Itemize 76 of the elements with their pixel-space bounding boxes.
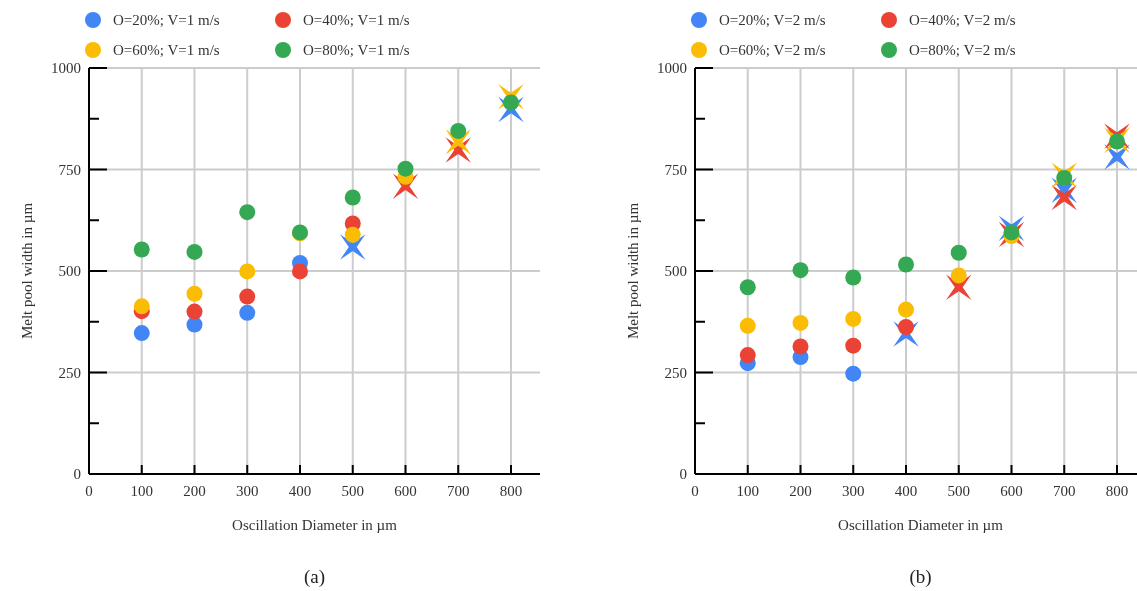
x-tick-label: 100 <box>736 483 759 499</box>
legend-label: O=40%; V=1 m/s <box>303 12 410 28</box>
legend-label: O=80%; V=1 m/s <box>303 42 410 58</box>
y-tick-label: 500 <box>58 263 81 279</box>
point <box>186 243 203 260</box>
x-axis-title: Oscillation Diameter in µm <box>232 517 398 533</box>
point <box>897 256 914 273</box>
point <box>450 122 467 139</box>
point <box>186 316 203 333</box>
x-tick-label: 0 <box>85 483 93 499</box>
point <box>946 274 972 300</box>
y-tick-label: 250 <box>664 364 687 381</box>
x-tick-label: 200 <box>789 483 812 499</box>
point <box>845 269 862 286</box>
x-tick-label: 800 <box>499 483 523 499</box>
point <box>739 347 756 364</box>
point <box>239 263 256 280</box>
x-tick-label: 500 <box>341 483 364 499</box>
x-tick-label: 700 <box>446 483 470 499</box>
point <box>340 234 366 260</box>
x-axis-title: Oscillation Diameter in µm <box>838 517 1004 533</box>
point <box>739 317 756 334</box>
y-tick-label: 1000 <box>51 60 81 76</box>
y-tick-label: 500 <box>664 263 687 279</box>
y-tick-label: 1000 <box>657 60 687 76</box>
point <box>1104 144 1130 170</box>
x-tick-label: 500 <box>947 483 970 499</box>
y-tick-label: 750 <box>58 161 81 178</box>
legend-label: O=20%; V=1 m/s <box>113 12 220 28</box>
x-tick-label: 700 <box>1052 483 1076 499</box>
point <box>1051 184 1077 211</box>
point <box>291 263 308 280</box>
legend-label: O=60%; V=2 m/s <box>719 42 826 58</box>
point <box>186 303 203 320</box>
x-tick-label: 300 <box>842 483 865 499</box>
text: (b) <box>909 566 932 588</box>
x-tick-label: 600 <box>394 483 417 499</box>
x-tick-label: 800 <box>1105 483 1129 499</box>
y-tick-label: 250 <box>58 364 81 381</box>
x-tick-label: 400 <box>894 483 918 499</box>
legend-label: O=60%; V=1 m/s <box>113 42 220 58</box>
point <box>239 304 256 321</box>
point <box>397 160 414 177</box>
point <box>739 279 756 296</box>
point <box>950 267 967 284</box>
point <box>950 244 967 261</box>
point <box>897 301 914 318</box>
y-axis-title: Melt pool width in µm <box>625 202 641 340</box>
point <box>845 337 862 354</box>
point <box>792 314 809 331</box>
x-tick-label: 0 <box>691 483 699 499</box>
point <box>239 288 256 305</box>
y-tick-label: 0 <box>679 466 687 482</box>
point <box>239 204 256 221</box>
point <box>792 338 809 355</box>
x-tick-label: 100 <box>130 483 153 499</box>
point <box>845 365 862 382</box>
point <box>133 298 150 315</box>
text: (a) <box>303 566 326 588</box>
y-tick-label: 0 <box>73 466 81 482</box>
point <box>344 189 361 206</box>
legend-label: O=40%; V=2 m/s <box>909 12 1016 28</box>
point <box>344 226 361 243</box>
x-tick-label: 400 <box>288 483 312 499</box>
legend-label: O=20%; V=2 m/s <box>719 12 826 28</box>
point <box>792 262 809 279</box>
x-tick-label: 200 <box>183 483 206 499</box>
point <box>845 310 862 327</box>
x-tick-label: 300 <box>236 483 259 499</box>
legend-label: O=80%; V=2 m/s <box>909 42 1016 58</box>
point <box>133 241 150 258</box>
y-tick-label: 750 <box>664 161 687 178</box>
y-axis-title: Melt pool width in µm <box>19 202 35 340</box>
point <box>186 285 203 302</box>
point <box>133 325 150 342</box>
x-tick-label: 600 <box>1000 483 1023 499</box>
